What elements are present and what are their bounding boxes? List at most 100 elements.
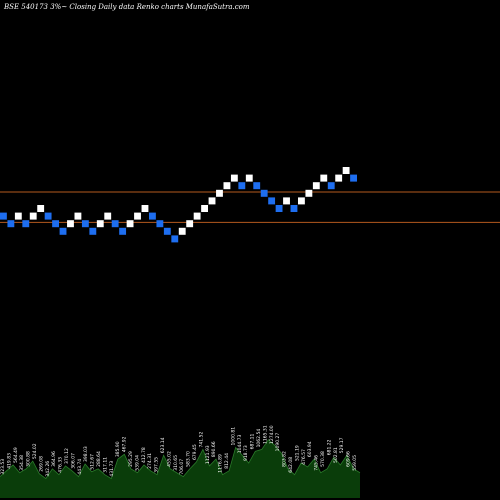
- renko-bricks: [0, 167, 357, 243]
- renko-brick-up: [320, 174, 328, 182]
- volume-label: 476.57: [301, 449, 307, 465]
- renko-brick-up: [193, 212, 201, 220]
- volume-label: 623.14: [160, 437, 166, 453]
- volume-label: 1000.81: [230, 427, 236, 446]
- renko-brick-up: [74, 212, 82, 220]
- volume-label: 559.05: [352, 455, 358, 471]
- volume-label: 1044.73: [237, 435, 243, 454]
- renko-brick-up: [223, 182, 231, 190]
- renko-brick-up: [178, 227, 186, 235]
- volume-label: 323.53: [0, 459, 6, 475]
- volume-panel: [0, 439, 361, 498]
- renko-brick-down: [327, 182, 335, 190]
- renko-brick-up: [201, 205, 208, 212]
- renko-brick-down: [111, 220, 119, 228]
- volume-label: 364.96: [51, 451, 57, 467]
- volume-label: 539.04: [134, 455, 140, 471]
- volume-label: 570.38: [320, 451, 326, 467]
- renko-brick-up: [67, 220, 74, 228]
- volume-label: 398.03: [83, 446, 89, 462]
- volume-label: 317.11: [102, 457, 108, 473]
- volume-label: 812.44: [224, 453, 230, 469]
- volume-label: 1176.89: [218, 454, 224, 473]
- volume-label: 476.33: [58, 457, 64, 473]
- renko-brick-up: [216, 189, 223, 197]
- volume-label: 512.67: [90, 454, 96, 470]
- renko-brick-down: [163, 227, 171, 235]
- renko-brick-down: [44, 212, 52, 220]
- renko-brick-down: [22, 220, 30, 228]
- renko-brick-down: [156, 220, 164, 228]
- volume-line: [0, 439, 361, 480]
- renko-brick-down: [275, 205, 283, 212]
- renko-brick-up: [342, 167, 350, 174]
- renko-brick-down: [0, 212, 7, 220]
- volume-label: 890.66: [211, 441, 217, 457]
- renko-brick-down: [350, 174, 357, 182]
- renko-brick-up: [230, 174, 238, 182]
- volume-label: 467.92: [122, 436, 128, 452]
- volume-label: 397.55: [154, 457, 160, 473]
- renko-brick-down: [290, 205, 298, 212]
- volume-label: 524.02: [32, 443, 38, 459]
- volume-label: 681.22: [326, 439, 332, 455]
- renko-brick-up: [96, 220, 104, 228]
- volume-label: 745.46: [314, 455, 320, 471]
- volume-label: 1274.00: [269, 425, 275, 444]
- volume-label: 564.49: [13, 447, 19, 463]
- volume-label: 274.31: [147, 453, 153, 469]
- volume-label: 295.29: [128, 451, 134, 467]
- volume-labels: 323.53 419.83 564.49 354.38 300.88 524.02269.…: [0, 425, 358, 476]
- volume-label: 288.64: [96, 451, 102, 467]
- volume-label: 679.45: [192, 444, 198, 460]
- volume-label: 385.90: [115, 441, 121, 457]
- volume-label: 342.26: [45, 461, 51, 477]
- renko-brick-down: [253, 182, 261, 190]
- renko-brick-down: [260, 189, 268, 197]
- renko-brick-up: [335, 174, 343, 182]
- renko-brick-up: [141, 205, 149, 212]
- volume-label: 502.81: [333, 447, 339, 463]
- renko-brick-down: [81, 220, 89, 228]
- volume-label: 300.88: [26, 451, 32, 467]
- volume-label: 706.07: [179, 459, 185, 475]
- renko-brick-up: [305, 189, 313, 197]
- renko-brick-up: [126, 220, 134, 228]
- volume-label: 269.08: [38, 456, 44, 472]
- volume-label: 603.94: [307, 441, 313, 457]
- renko-brick-down: [171, 235, 179, 243]
- volume-label: 455.02: [166, 451, 172, 467]
- volume-label: 687.11: [250, 433, 256, 449]
- volume-label: 642.08: [288, 457, 294, 473]
- renko-brick-down: [89, 227, 97, 235]
- volume-label: 310.65: [173, 455, 179, 471]
- volume-area: [0, 439, 360, 498]
- renko-brick-up: [208, 197, 216, 205]
- renko-brick-up: [134, 212, 141, 220]
- renko-brick-up: [312, 182, 320, 190]
- renko-brick-down: [119, 227, 127, 235]
- volume-label: 521.19: [294, 445, 300, 461]
- volume-label: 583.70: [186, 451, 192, 467]
- renko-brick-down: [52, 220, 59, 228]
- chart-title: BSE 540173 3%~ Closing Daily data Renko …: [3, 3, 250, 11]
- renko-brick-down: [149, 212, 156, 220]
- renko-brick-up: [104, 212, 112, 220]
- renko-brick-up: [186, 220, 194, 228]
- volume-label: 431.73: [109, 461, 115, 477]
- renko-brick-up: [283, 197, 290, 205]
- renko-brick-up: [14, 212, 22, 220]
- renko-brick-up: [29, 212, 37, 220]
- volume-label: 741.52: [198, 432, 204, 448]
- volume-label: 1090.27: [275, 433, 281, 452]
- volume-label: 1121.93: [205, 445, 211, 464]
- volume-label: 1165.31: [262, 425, 268, 444]
- renko-brick-down: [268, 197, 276, 205]
- volume-label: 803.82: [282, 451, 288, 467]
- renko-brick-down: [59, 227, 67, 235]
- volume-label: 443.74: [77, 459, 83, 475]
- renko-brick-down: [7, 220, 15, 228]
- volume-label: 306.07: [70, 453, 76, 469]
